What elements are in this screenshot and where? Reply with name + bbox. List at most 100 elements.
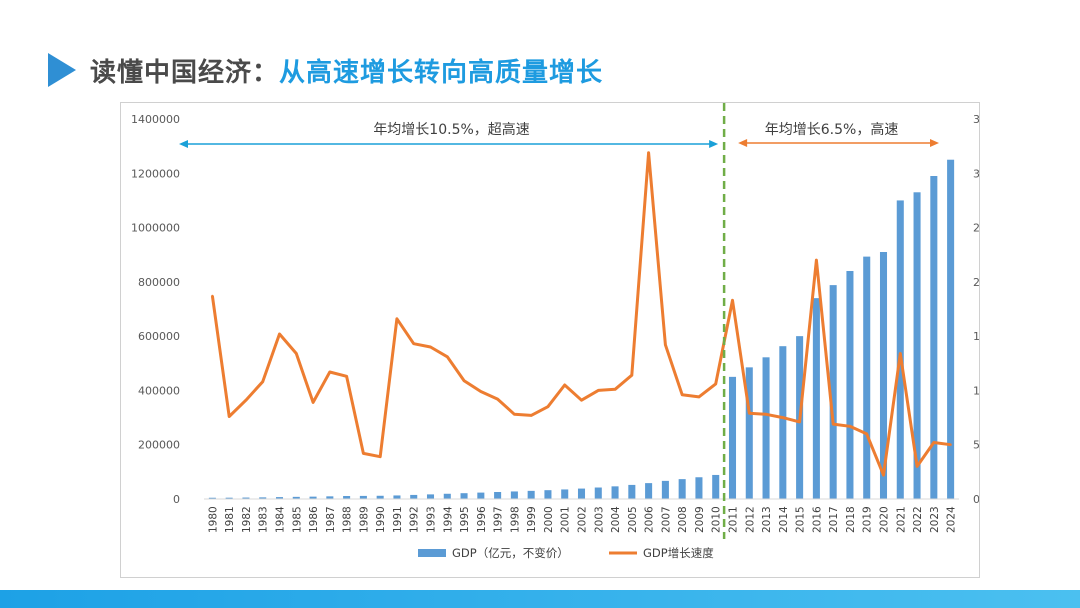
growth-rate-point: [781, 416, 785, 419]
y-left-tick-label: 1400000: [131, 113, 180, 126]
y-left-axis: 0 200000 400000 600000 800000 1000000 1200000 1…: [131, 113, 180, 506]
gdp-bar: [426, 494, 435, 499]
gdp-bar: [762, 357, 770, 499]
growth-rate-point: [697, 395, 701, 399]
gdp-bar: [275, 497, 284, 499]
y-left-tick-label: 800000: [138, 276, 180, 289]
gdp-bar: [728, 376, 737, 499]
x-tick-label: 1994: [442, 506, 454, 533]
x-tick-label: 2002: [577, 506, 589, 533]
growth-rate-point: [395, 317, 399, 320]
growth-rate-point: [664, 343, 667, 347]
gdp-bar: [544, 490, 552, 499]
x-tick-label: 2010: [711, 506, 723, 533]
x-tick-label: 1997: [493, 506, 505, 533]
y-right-tick-label: 10%: [973, 384, 979, 397]
x-tick-label: 2023: [929, 506, 941, 533]
gdp-bar: [896, 200, 904, 499]
growth-rate-point: [529, 414, 533, 417]
growth-rate-point: [848, 425, 852, 428]
growth-rate-point: [446, 355, 449, 358]
growth-rate-point: [714, 382, 717, 386]
x-tick-label: 1995: [459, 506, 471, 533]
growth-rate-point: [412, 342, 415, 345]
growth-rate-point: [345, 375, 348, 378]
gdp-bar: [712, 474, 720, 499]
x-tick-label: 2013: [761, 506, 773, 533]
x-tick-label: 1984: [275, 506, 287, 533]
growth-rate-point: [429, 345, 432, 349]
x-tick-label: 1990: [375, 506, 387, 533]
y-right-tick-label: 20%: [973, 276, 979, 289]
x-tick-label: 1996: [476, 506, 488, 533]
x-tick-label: 1982: [241, 506, 253, 533]
x-tick-label: 1993: [426, 506, 438, 533]
gdp-bar: [527, 490, 535, 499]
growth-rate-point: [731, 299, 734, 302]
gdp-bar: [913, 192, 921, 499]
growth-rate-point: [831, 422, 835, 426]
y-right-tick-label: 5%: [973, 439, 979, 452]
growth-rate-point: [479, 390, 483, 393]
x-tick-label: 2016: [811, 506, 823, 533]
gdp-bar: [628, 484, 636, 499]
gdp-bar: [829, 285, 837, 499]
x-tick-label: 2012: [744, 506, 756, 533]
gdp-bar: [259, 497, 267, 499]
growth-rate-point: [311, 401, 315, 404]
gdp-bar: [494, 491, 502, 499]
x-tick-label: 2011: [728, 506, 740, 533]
x-tick-label: 2000: [543, 506, 555, 533]
growth-rate-point: [613, 388, 617, 391]
growth-rate-point: [865, 432, 868, 436]
x-tick-label: 2015: [795, 506, 807, 533]
growth-rate-point: [680, 393, 684, 396]
x-tick-label: 1983: [258, 506, 270, 533]
y-left-tick-label: 600000: [138, 330, 180, 343]
x-tick-label: 1988: [342, 506, 354, 533]
y-right-tick-label: 0%: [973, 493, 979, 506]
legend-label-growth: GDP增长速度: [643, 546, 714, 560]
growth-rate-point: [597, 389, 600, 392]
gdp-bar: [393, 495, 401, 499]
x-tick-label: 1986: [308, 506, 320, 533]
legend: GDP（亿元，不变价） GDP增长速度: [418, 546, 714, 560]
x-tick-label: 1998: [509, 506, 521, 533]
gdp-bar: [779, 346, 787, 499]
right-period-arrow-head-left: [738, 139, 748, 147]
x-axis: 1980 1981 1982 1983 1984 1985 1986 1987 1988 1989…: [204, 498, 959, 533]
gdp-bar: [292, 496, 300, 499]
title-text: 读懂中国经济：从高速增长转向高质量增长: [90, 52, 603, 89]
x-tick-label: 1992: [409, 506, 421, 533]
x-tick-label: 2007: [660, 506, 672, 533]
growth-rate-point: [899, 352, 902, 355]
gdp-bar: [309, 496, 317, 499]
gdp-bar: [561, 489, 569, 499]
x-tick-label: 2003: [593, 506, 605, 533]
gdp-bar: [208, 497, 216, 499]
x-tick-label: 2005: [627, 506, 639, 533]
gdp-bar: [879, 252, 888, 499]
gdp-bar: [460, 493, 468, 499]
right-period-arrow-head-right: [930, 139, 939, 147]
y-left-tick-label: 1200000: [131, 167, 180, 180]
gdp-bar: [410, 494, 418, 499]
gdp-bar: [343, 496, 351, 499]
x-tick-label: 1985: [291, 506, 303, 533]
gdp-bar: [645, 483, 653, 499]
growth-rate-point: [328, 370, 332, 374]
growth-rate-point: [227, 415, 231, 418]
growth-rate-point: [798, 420, 801, 424]
gdp-bar: [863, 256, 871, 499]
y-right-tick-label: 25%: [973, 222, 979, 235]
gdp-bar: [225, 497, 233, 499]
gdp-bar: [359, 495, 367, 499]
footer-bar: [0, 590, 1080, 608]
gdp-bar: [326, 496, 334, 499]
x-tick-label: 1987: [325, 506, 337, 533]
left-period-arrow-head-right: [709, 140, 719, 148]
growth-line-layer: [210, 151, 952, 477]
gdp-bar: [695, 477, 703, 499]
growth-rate-point: [580, 399, 583, 402]
title-triangle-icon: [48, 53, 76, 87]
